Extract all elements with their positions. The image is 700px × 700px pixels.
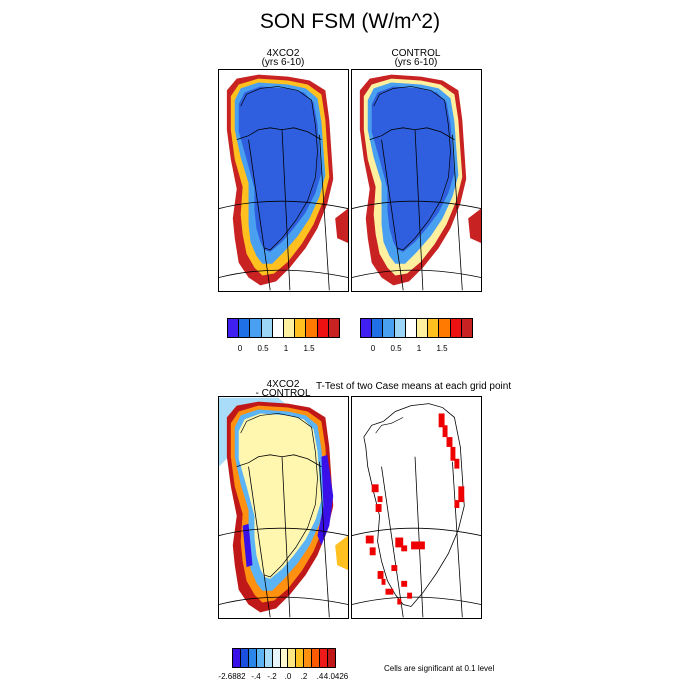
- colorbar-swatch: [328, 649, 335, 667]
- panel-title-line1: 4XCO2: [266, 379, 300, 390]
- map-panel-ttest: [351, 396, 482, 619]
- colorbar-swatch: [239, 319, 251, 337]
- colorbar-swatch: [296, 649, 305, 667]
- panel-title-line1: CONTROL: [391, 48, 441, 59]
- colorbar-difference: [232, 648, 336, 668]
- panel-title-line1: 4XCO2: [266, 48, 300, 59]
- panel-title-line2: (yrs 6-10): [394, 57, 438, 68]
- greenland-map-ttest: [352, 403, 481, 618]
- figure-title: SON FSM (W/m^2): [259, 10, 441, 33]
- colorbar-swatch: [280, 649, 289, 667]
- colorbar-swatch: [361, 319, 373, 337]
- colorbar-swatch: [405, 319, 418, 337]
- colorbar-swatch: [417, 319, 429, 337]
- colorbar-tick: 0.5: [390, 344, 402, 353]
- colorbar-swatch: [461, 319, 473, 337]
- colorbar-tick: 1.5: [303, 344, 315, 353]
- panel-title-ttest: T-Test of two Case means at each grid po…: [316, 381, 512, 392]
- colorbar-swatch: [272, 319, 285, 337]
- colorbar-swatch: [233, 649, 241, 667]
- colorbar-swatch: [240, 649, 249, 667]
- greenland-map-difference: [219, 397, 348, 618]
- colorbar-swatch: [272, 649, 281, 667]
- greenland-map-4xco2: [219, 74, 348, 291]
- colorbar-swatch: [320, 649, 329, 667]
- colorbar-swatch: [439, 319, 451, 337]
- colorbar-tick: .2: [300, 672, 308, 681]
- colorbar-swatch: [288, 649, 297, 667]
- greenland-map-control: [352, 74, 481, 291]
- colorbar-tick: 1.5: [436, 344, 448, 353]
- colorbar-tick: .0: [284, 672, 292, 681]
- colorbar-swatch: [372, 319, 384, 337]
- map-panel-difference: [218, 396, 349, 619]
- colorbar-swatch: [228, 319, 240, 337]
- colorbar-swatch: [304, 649, 313, 667]
- colorbar-4xco2: [227, 318, 340, 338]
- colorbar-tick: 1: [416, 344, 422, 353]
- panel-title-4xco2: 4XCO2 (yrs 6-10): [218, 48, 348, 68]
- colorbar-tick: 0: [237, 344, 243, 353]
- map-panel-control: [351, 69, 482, 292]
- colorbar-swatch: [306, 319, 318, 337]
- significant-cells: [365, 413, 465, 605]
- map-panel-4xco2: [218, 69, 349, 292]
- colorbar-swatch: [317, 319, 329, 337]
- colorbar-tick: 0: [370, 344, 376, 353]
- colorbar-tick: 1: [283, 344, 289, 353]
- colorbar-swatch: [248, 649, 257, 667]
- colorbar-tick: -2.6882: [218, 672, 246, 681]
- colorbar-swatch: [264, 649, 273, 667]
- colorbar-swatch: [312, 649, 321, 667]
- colorbar-swatch: [450, 319, 462, 337]
- colorbar-tick: 4.0426: [323, 672, 349, 681]
- panel-title-line2: - CONTROL: [255, 388, 311, 399]
- colorbar-swatch: [394, 319, 406, 337]
- colorbar-swatch: [383, 319, 395, 337]
- colorbar-tick: 0.5: [257, 344, 269, 353]
- colorbar-swatch: [256, 649, 265, 667]
- colorbar-tick: -.2: [267, 672, 277, 681]
- colorbar-control: [360, 318, 473, 338]
- colorbar-swatch: [295, 319, 307, 337]
- colorbar-tick: -.4: [251, 672, 261, 681]
- colorbar-swatch: [428, 319, 440, 337]
- colorbar-tick: .4: [316, 672, 324, 681]
- colorbar-swatch: [261, 319, 273, 337]
- colorbar-swatch: [284, 319, 296, 337]
- colorbar-swatch: [250, 319, 262, 337]
- panel-title-line2: (yrs 6-10): [261, 57, 305, 68]
- panel-title-control: CONTROL (yrs 6-10): [351, 48, 481, 68]
- panel-title-difference: 4XCO2 - CONTROL: [218, 379, 348, 399]
- significance-note: Cells are significant at 0.1 level: [384, 664, 495, 673]
- colorbar-swatch: [328, 319, 340, 337]
